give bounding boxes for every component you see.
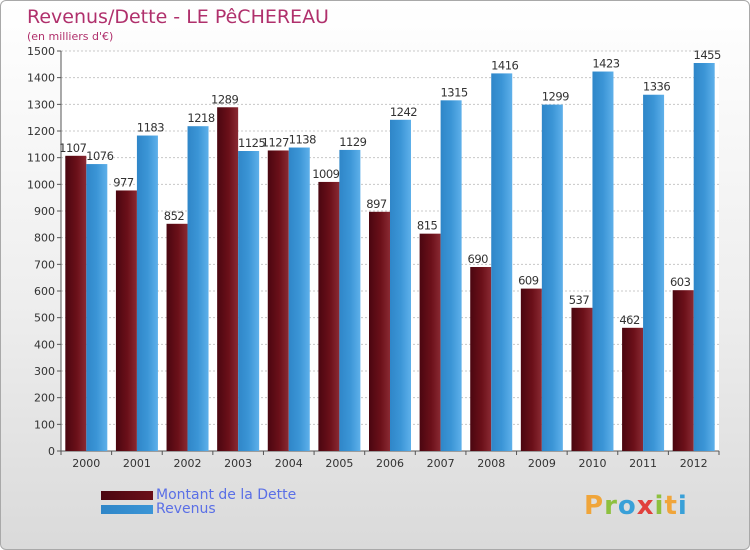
data-label-debt-2007: 815 <box>417 219 438 233</box>
x-tick-label-2006: 2006 <box>376 457 404 470</box>
y-tick-label: 400 <box>34 338 55 351</box>
bar-debt-2002 <box>166 223 188 451</box>
x-tick-label-2005: 2005 <box>325 457 353 470</box>
data-label-revenue-2005: 1129 <box>339 135 366 149</box>
data-label-revenue-2009: 1299 <box>542 90 569 104</box>
data-label-debt-2008: 690 <box>468 252 489 266</box>
data-label-debt-2012: 603 <box>670 275 691 289</box>
data-label-revenue-2011: 1336 <box>643 80 670 94</box>
bar-revenue-2001 <box>136 135 158 452</box>
legend-label-debt: Montant de la Dette <box>156 487 297 503</box>
y-tick-label: 1400 <box>27 72 55 85</box>
y-tick-label: 700 <box>34 258 55 271</box>
data-label-debt-2001: 977 <box>113 175 134 189</box>
x-tick-label-2004: 2004 <box>275 457 303 470</box>
y-tick-label: 1300 <box>27 98 55 111</box>
logo-letter: i <box>654 491 665 521</box>
data-label-revenue-2004: 1138 <box>289 133 316 147</box>
x-tick-label-2009: 2009 <box>528 457 556 470</box>
data-label-debt-2011: 462 <box>619 313 640 327</box>
logo-letter: r <box>604 491 618 521</box>
x-tick-label-2007: 2007 <box>427 457 455 470</box>
bar-revenue-2009 <box>541 104 563 451</box>
legend-label-revenue: Revenus <box>156 501 216 517</box>
bar-revenue-2002 <box>187 126 209 451</box>
data-label-revenue-2012: 1455 <box>694 48 721 62</box>
y-tick-label: 1500 <box>27 45 55 58</box>
data-label-debt-2000: 1107 <box>59 141 86 155</box>
data-label-debt-2009: 609 <box>518 274 539 288</box>
logo-letter: x <box>636 491 655 521</box>
bar-revenue-2010 <box>592 71 614 452</box>
bar-revenue-2011 <box>643 94 665 451</box>
data-label-revenue-2003: 1125 <box>238 136 265 150</box>
bar-debt-2006 <box>369 211 390 451</box>
y-tick-label: 100 <box>34 418 55 431</box>
x-tick-label-2010: 2010 <box>578 457 606 470</box>
y-tick-label: 0 <box>48 445 55 458</box>
data-label-debt-2010: 537 <box>569 293 590 307</box>
x-tick-label-2001: 2001 <box>123 457 151 470</box>
x-tick-label-2011: 2011 <box>629 457 657 470</box>
bar-debt-2003 <box>217 107 239 452</box>
bar-debt-2001 <box>115 190 137 451</box>
bar-revenue-2000 <box>86 164 108 452</box>
bar-revenue-2004 <box>288 147 310 452</box>
data-label-revenue-2008: 1416 <box>491 58 518 72</box>
data-label-revenue-2006: 1242 <box>390 105 417 119</box>
data-label-debt-2004: 1127 <box>262 135 289 149</box>
bar-debt-2012 <box>672 290 694 451</box>
bar-revenue-2003 <box>238 151 260 451</box>
logo-letter: P <box>584 491 605 521</box>
logo-letter: i <box>677 491 688 521</box>
bar-debt-2009 <box>520 288 542 451</box>
y-tick-label: 900 <box>34 205 55 218</box>
bar-debt-2011 <box>622 327 644 451</box>
bar-debt-2010 <box>571 307 593 451</box>
x-tick-label-2000: 2000 <box>72 457 100 470</box>
bar-revenue-2012 <box>693 63 715 451</box>
bar-revenue-2005 <box>339 149 361 451</box>
bar-revenue-2007 <box>440 100 462 451</box>
bar-revenue-2006 <box>390 119 411 452</box>
data-label-debt-2003: 1289 <box>211 92 238 106</box>
bar-debt-2007 <box>419 233 441 451</box>
y-tick-label: 200 <box>34 392 55 405</box>
bar-debt-2000 <box>65 155 87 452</box>
data-label-debt-2006: 897 <box>366 197 387 211</box>
data-label-revenue-2001: 1183 <box>137 121 164 135</box>
chart-subtitle: (en milliers d'€) <box>27 30 114 43</box>
bar-debt-2008 <box>470 267 492 451</box>
data-label-revenue-2000: 1076 <box>86 149 113 163</box>
x-tick-label-2003: 2003 <box>224 457 252 470</box>
y-tick-label: 1000 <box>27 178 55 191</box>
y-tick-label: 500 <box>34 312 55 325</box>
data-label-revenue-2010: 1423 <box>592 57 619 71</box>
y-tick-label: 300 <box>34 365 55 378</box>
data-label-debt-2005: 1009 <box>312 167 339 181</box>
bar-debt-2004 <box>267 150 289 451</box>
logo-letter: t <box>664 491 678 521</box>
y-tick-label: 600 <box>34 285 55 298</box>
proxiti-logo: Proxiti <box>584 491 688 521</box>
data-label-revenue-2007: 1315 <box>440 85 467 99</box>
y-tick-label: 800 <box>34 232 55 245</box>
data-label-debt-2002: 852 <box>164 209 185 223</box>
y-tick-label: 1100 <box>27 152 55 165</box>
bar-debt-2005 <box>318 181 340 451</box>
x-tick-label-2008: 2008 <box>477 457 505 470</box>
logo-letter: o <box>617 491 637 521</box>
legend-swatch-revenue <box>101 505 153 514</box>
x-tick-label-2012: 2012 <box>680 457 708 470</box>
legend-swatch-debt <box>101 491 153 500</box>
data-label-revenue-2002: 1218 <box>187 111 214 125</box>
x-tick-label-2002: 2002 <box>174 457 202 470</box>
bar-revenue-2008 <box>491 73 513 452</box>
y-tick-label: 1200 <box>27 125 55 138</box>
chart-title: Revenus/Dette - LE PêCHEREAU <box>27 6 329 28</box>
